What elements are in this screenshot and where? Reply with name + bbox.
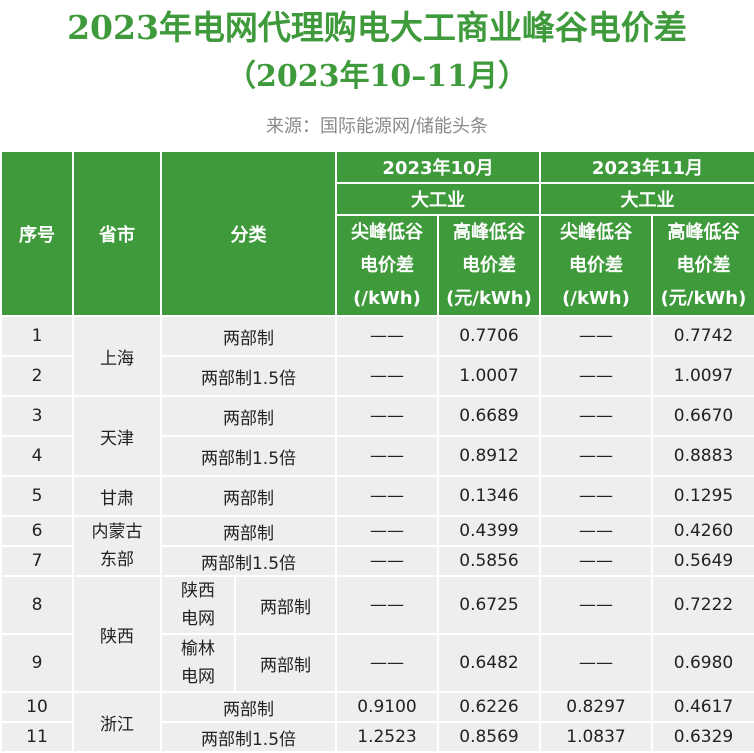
cell-no: 3: [0, 395, 74, 437]
table-row: 2 两部制1.5倍 —— 1.0007 —— 1.0097: [0, 355, 754, 397]
cell-nov-high: 0.6980: [651, 633, 754, 693]
cell-category: 两部制: [160, 515, 337, 547]
page-title: 2023年电网代理购电大工商业峰谷电价差: [67, 8, 687, 47]
price-spread-table: 序号 省市 分类 2023年10月 2023年11月 大工业 大工业 尖峰低谷 …: [0, 150, 754, 753]
cell-no: 4: [0, 435, 74, 477]
cell-no: 1: [0, 315, 74, 357]
cell-province: 天津: [72, 395, 162, 477]
cell-nov-top: ——: [539, 315, 653, 357]
table-row: 1 上海 两部制 —— 0.7706 —— 0.7742: [0, 315, 754, 397]
page-subtitle: （2023年10–11月）: [226, 59, 528, 94]
cell-oct-top: ——: [335, 395, 439, 437]
cell-nov-top: ——: [539, 355, 653, 397]
cell-category: 两部制1.5倍: [160, 721, 337, 753]
cell-province: 陕西: [72, 575, 162, 693]
table-row: 10 浙江 两部制 0.9100 0.6226 0.8297 0.4617: [0, 691, 754, 753]
cell-oct-top: ——: [335, 435, 439, 477]
cell-oct-top: ——: [335, 315, 439, 357]
cell-no: 5: [0, 475, 74, 517]
header-nov-peak-high: 高峰低谷 电价差 (元/kWh): [651, 214, 754, 317]
cell-no: 10: [0, 691, 74, 723]
cell-category: 两部制1.5倍: [160, 545, 337, 577]
cell-oct-high: 0.7706: [437, 315, 541, 357]
table-row: 9 榆林 电网 两部制 —— 0.6482 —— 0.6980: [0, 633, 754, 693]
cell-nov-top: ——: [539, 435, 653, 477]
cell-nov-top: ——: [539, 475, 653, 517]
cell-nov-high: 0.6329: [651, 721, 754, 753]
cell-category: 两部制: [160, 315, 337, 357]
table-row: 3 天津 两部制 —— 0.6689 —— 0.6670: [0, 395, 754, 477]
table-row: 5 甘肃 两部制 —— 0.1346 —— 0.1295: [0, 475, 754, 517]
table-row: 8 陕西 陕西 电网 两部制 —— 0.6725 —— 0.7222: [0, 575, 754, 693]
cell-nov-top: ——: [539, 633, 653, 693]
cell-nov-high: 0.6670: [651, 395, 754, 437]
cell-nov-top: ——: [539, 395, 653, 437]
table-row: 4 两部制1.5倍 —— 0.8912 —— 0.8883: [0, 435, 754, 477]
cell-sub-region: 榆林 电网: [160, 633, 236, 693]
cell-oct-top: 1.2523: [335, 721, 439, 753]
table-row: 6 内蒙古 东部 两部制 —— 0.4399 —— 0.4260: [0, 515, 754, 577]
cell-oct-high: 0.5856: [437, 545, 541, 577]
cell-province: 内蒙古 东部: [72, 515, 162, 577]
cell-oct-top: ——: [335, 515, 439, 547]
header-nov-peak-top: 尖峰低谷 电价差 (/kWh): [539, 214, 653, 317]
cell-no: 8: [0, 575, 74, 635]
cell-category: 两部制: [160, 395, 337, 437]
cell-oct-top: ——: [335, 633, 439, 693]
table-row: 7 两部制1.5倍 —— 0.5856 —— 0.5649: [0, 545, 754, 577]
cell-nov-high: 0.4260: [651, 515, 754, 547]
cell-oct-high: 0.8912: [437, 435, 541, 477]
cell-oct-top: 0.9100: [335, 691, 439, 723]
cell-oct-high: 0.4399: [437, 515, 541, 547]
header-oct-peak-top: 尖峰低谷 电价差 (/kWh): [335, 214, 439, 317]
cell-no: 11: [0, 721, 74, 753]
cell-category: 两部制: [160, 691, 337, 723]
cell-no: 7: [0, 545, 74, 577]
header-seq: 序号: [0, 150, 74, 317]
cell-category: 两部制1.5倍: [160, 435, 337, 477]
cell-category: 两部制1.5倍: [160, 355, 337, 397]
cell-oct-top: ——: [335, 575, 439, 635]
cell-nov-high: 0.8883: [651, 435, 754, 477]
header-oct-month: 2023年10月: [335, 150, 541, 184]
cell-oct-high: 0.6689: [437, 395, 541, 437]
cell-oct-high: 1.0007: [437, 355, 541, 397]
header-category: 分类: [160, 150, 337, 317]
cell-province: 甘肃: [72, 475, 162, 517]
cell-oct-high: 0.6226: [437, 691, 541, 723]
cell-nov-high: 0.7742: [651, 315, 754, 357]
header-province: 省市: [72, 150, 162, 317]
cell-nov-top: ——: [539, 515, 653, 547]
header-nov-industry: 大工业: [539, 182, 754, 216]
cell-nov-top: 1.0837: [539, 721, 653, 753]
header-nov-month: 2023年11月: [539, 150, 754, 184]
cell-oct-top: ——: [335, 475, 439, 517]
cell-province: 浙江: [72, 691, 162, 753]
cell-nov-high: 1.0097: [651, 355, 754, 397]
cell-oct-top: ——: [335, 355, 439, 397]
cell-nov-high: 0.4617: [651, 691, 754, 723]
header-oct-industry: 大工业: [335, 182, 541, 216]
cell-no: 6: [0, 515, 74, 547]
source-note: 来源：国际能源网/储能头条: [265, 116, 489, 137]
cell-category: 两部制: [160, 475, 337, 517]
cell-oct-high: 0.1346: [437, 475, 541, 517]
cell-nov-top: ——: [539, 545, 653, 577]
cell-nov-top: 0.8297: [539, 691, 653, 723]
cell-nov-high: 0.7222: [651, 575, 754, 635]
cell-sub-region: 陕西 电网: [160, 575, 236, 635]
header-oct-peak-high: 高峰低谷 电价差 (元/kWh): [437, 214, 541, 317]
cell-no: 9: [0, 633, 74, 693]
cell-oct-high: 0.6482: [437, 633, 541, 693]
cell-no: 2: [0, 355, 74, 397]
cell-nov-high: 0.1295: [651, 475, 754, 517]
cell-province: 上海: [72, 315, 162, 397]
cell-category: 两部制: [234, 633, 337, 693]
cell-oct-high: 0.6725: [437, 575, 541, 635]
cell-nov-top: ——: [539, 575, 653, 635]
cell-nov-high: 0.5649: [651, 545, 754, 577]
cell-category: 两部制: [234, 575, 337, 635]
cell-oct-high: 0.8569: [437, 721, 541, 753]
cell-oct-top: ——: [335, 545, 439, 577]
